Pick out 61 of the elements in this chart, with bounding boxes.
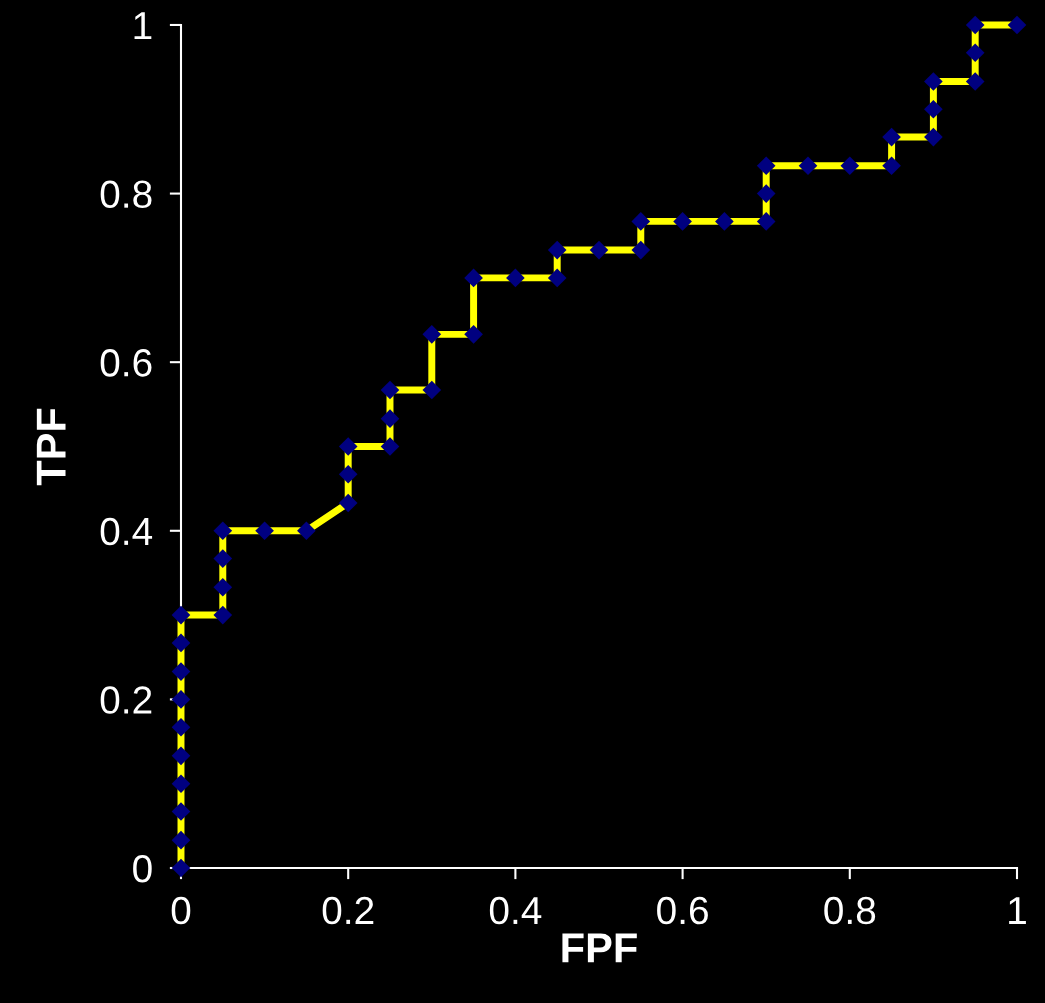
x-tick-label: 0: [171, 896, 191, 925]
point: [589, 240, 609, 260]
y-tick-label: 0.6: [100, 349, 152, 377]
point: [464, 268, 483, 288]
point: [171, 802, 191, 821]
point: [631, 240, 651, 260]
x-tick-label: 0.2: [322, 896, 374, 925]
point: [965, 43, 985, 63]
point: [380, 409, 400, 428]
point: [171, 633, 191, 653]
point: [924, 127, 943, 147]
point: [213, 521, 233, 541]
y-axis-title: TPF: [36, 408, 66, 486]
x-tick-label: 1: [1009, 897, 1026, 924]
y-tick-label: 0.8: [100, 180, 152, 209]
y-tick-label: 0.4: [100, 517, 153, 546]
point: [798, 156, 818, 176]
point: [338, 437, 358, 456]
point: [297, 521, 316, 541]
point: [506, 268, 525, 288]
point: [171, 605, 191, 625]
point: [965, 15, 985, 35]
point: [171, 717, 191, 737]
point: [338, 493, 358, 513]
point: [547, 240, 567, 260]
point: [840, 156, 860, 176]
point: [171, 774, 191, 794]
x-tick-label: 0.8: [824, 896, 876, 925]
point: [715, 212, 734, 231]
y-tick-label: 0.2: [100, 686, 152, 714]
point: [213, 549, 233, 568]
point: [756, 156, 776, 176]
point: [171, 830, 191, 850]
point: [213, 577, 233, 597]
x-tick-label: 0.4: [489, 896, 542, 925]
point: [882, 156, 901, 176]
x-tick-label: 0.6: [657, 896, 708, 925]
point: [380, 380, 400, 400]
x-axis-title: FPF: [562, 933, 637, 963]
point: [380, 437, 400, 456]
point: [756, 184, 776, 203]
point: [338, 464, 358, 484]
point: [882, 127, 901, 147]
point: [756, 212, 776, 231]
point: [422, 380, 442, 400]
point: [924, 99, 943, 119]
point: [673, 212, 692, 231]
point: [171, 690, 191, 709]
point: [631, 212, 651, 231]
point: [547, 268, 567, 288]
point: [464, 325, 483, 344]
point: [965, 72, 985, 91]
point: [171, 662, 191, 681]
point: [422, 325, 442, 344]
point: [171, 746, 191, 766]
y-tick-label: 0: [133, 854, 152, 883]
point: [1007, 15, 1027, 35]
point: [213, 605, 233, 625]
point: [255, 521, 274, 541]
point: [924, 72, 943, 91]
y-tick-label: 1: [134, 12, 152, 40]
